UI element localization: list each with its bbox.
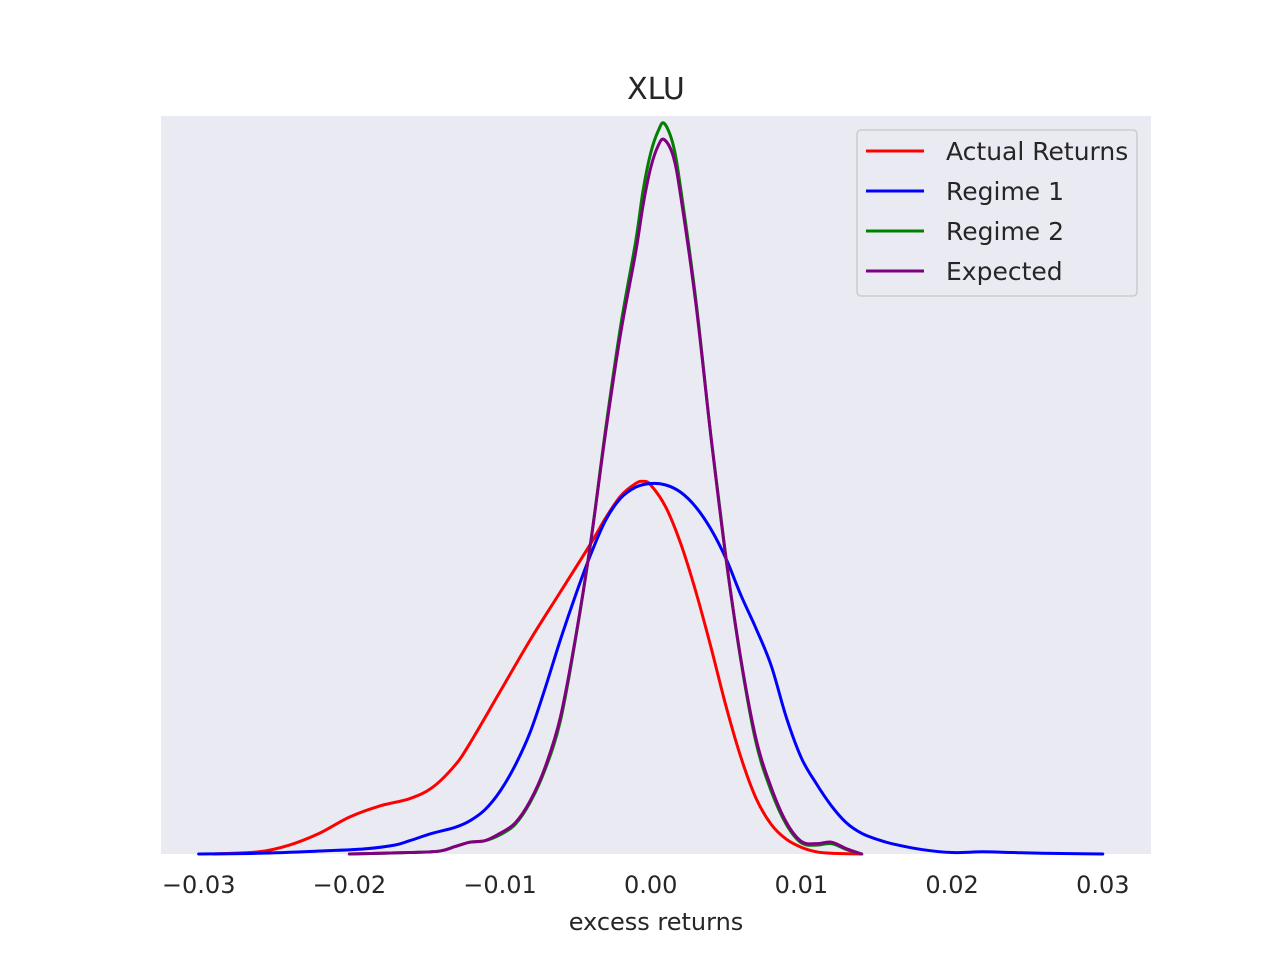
- legend-label: Expected: [946, 257, 1063, 286]
- x-tick-label: 0.03: [1076, 871, 1129, 899]
- legend-frame: [856, 129, 1138, 297]
- x-tick-label: −0.03: [162, 871, 236, 899]
- legend-label: Regime 1: [946, 177, 1064, 206]
- x-tick-label: 0.01: [775, 871, 828, 899]
- x-tick-labels: −0.03 −0.02 −0.01 0.00 0.01 0.02 0.03: [162, 871, 1130, 899]
- x-tick-label: −0.01: [463, 871, 537, 899]
- series-layer: [197, 121, 1105, 856]
- legend-label: Actual Returns: [946, 137, 1128, 166]
- series-line-actual-returns: [212, 479, 864, 856]
- legend: Actual Returns Regime 1 Regime 2 Expected: [856, 129, 1138, 297]
- x-tick-label: 0.02: [925, 871, 978, 899]
- x-axis-label: excess returns: [569, 908, 744, 936]
- series-line-regime-1: [197, 481, 1105, 856]
- x-tick-label: 0.00: [624, 871, 677, 899]
- x-tick-label: −0.02: [313, 871, 387, 899]
- chart-title: XLU: [627, 72, 685, 107]
- legend-label: Regime 2: [946, 217, 1064, 246]
- series-line-expected: [347, 137, 864, 856]
